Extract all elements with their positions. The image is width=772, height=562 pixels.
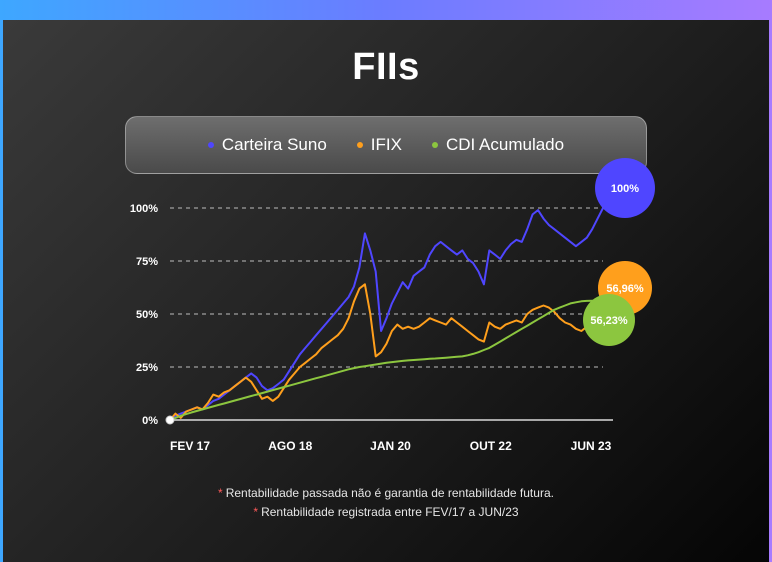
y-tick-label: 100%: [130, 203, 158, 215]
legend-label-carteira-suno: Carteira Suno: [221, 135, 327, 154]
legend-dot-cdi: [431, 142, 438, 148]
disclaimer-text-2: Rentabilidade registrada entre FEV/17 a …: [261, 505, 519, 519]
x-tick-label: OUT 22: [470, 439, 512, 453]
series-line-1: [169, 283, 604, 421]
legend-item-cdi: CDI Acumulado: [431, 135, 565, 155]
disclaimer-note-2: * Rentabilidade registrada entre FEV/17 a…: [3, 505, 769, 519]
end-value-label: 56,23%: [590, 315, 628, 327]
y-tick-label: 50%: [136, 309, 158, 321]
y-tick-label: 0%: [142, 415, 158, 427]
legend-dot-ifix: [356, 142, 363, 148]
legend-item-carteira-suno: Carteira Suno: [207, 135, 327, 155]
x-tick-label: AGO 18: [268, 439, 312, 453]
end-value-bubble: [595, 158, 655, 218]
end-value-label: 100%: [611, 183, 639, 195]
legend-item-ifix: IFIX: [356, 135, 402, 155]
legend-dot-carteira-suno: [207, 142, 214, 148]
asterisk-icon: *: [253, 505, 259, 519]
legend: Carteira Suno IFIX CDI Acumulado: [125, 116, 647, 174]
x-tick-label: FEV 17: [170, 439, 210, 453]
origin-dot: [165, 415, 175, 425]
legend-label-ifix: IFIX: [370, 135, 402, 154]
x-tick-label: JUN 23: [571, 439, 612, 453]
series-line-2: [169, 299, 603, 421]
chart-card: FIIs Carteira Suno IFIX CDI Acumulado 0%…: [3, 20, 769, 562]
disclaimer-note-1: * Rentabilidade passada não é garantia de…: [3, 486, 769, 500]
asterisk-icon: *: [218, 486, 223, 500]
line-chart: 0% 25% 50% 75% 100% FEV 17 AGO 18 JAN 20 OUT 22 J…: [130, 158, 655, 453]
legend-label-cdi: CDI Acumulado: [445, 135, 565, 154]
chart-title: FIIs: [352, 46, 420, 88]
end-value-label: 56,96%: [606, 283, 644, 295]
x-tick-label: JAN 20: [370, 439, 411, 453]
y-tick-label: 25%: [136, 362, 158, 374]
end-value-bubble: [583, 294, 635, 346]
y-tick-label: 75%: [136, 256, 158, 268]
disclaimer-text-1: Rentabilidade passada não é garantia de …: [225, 486, 554, 500]
